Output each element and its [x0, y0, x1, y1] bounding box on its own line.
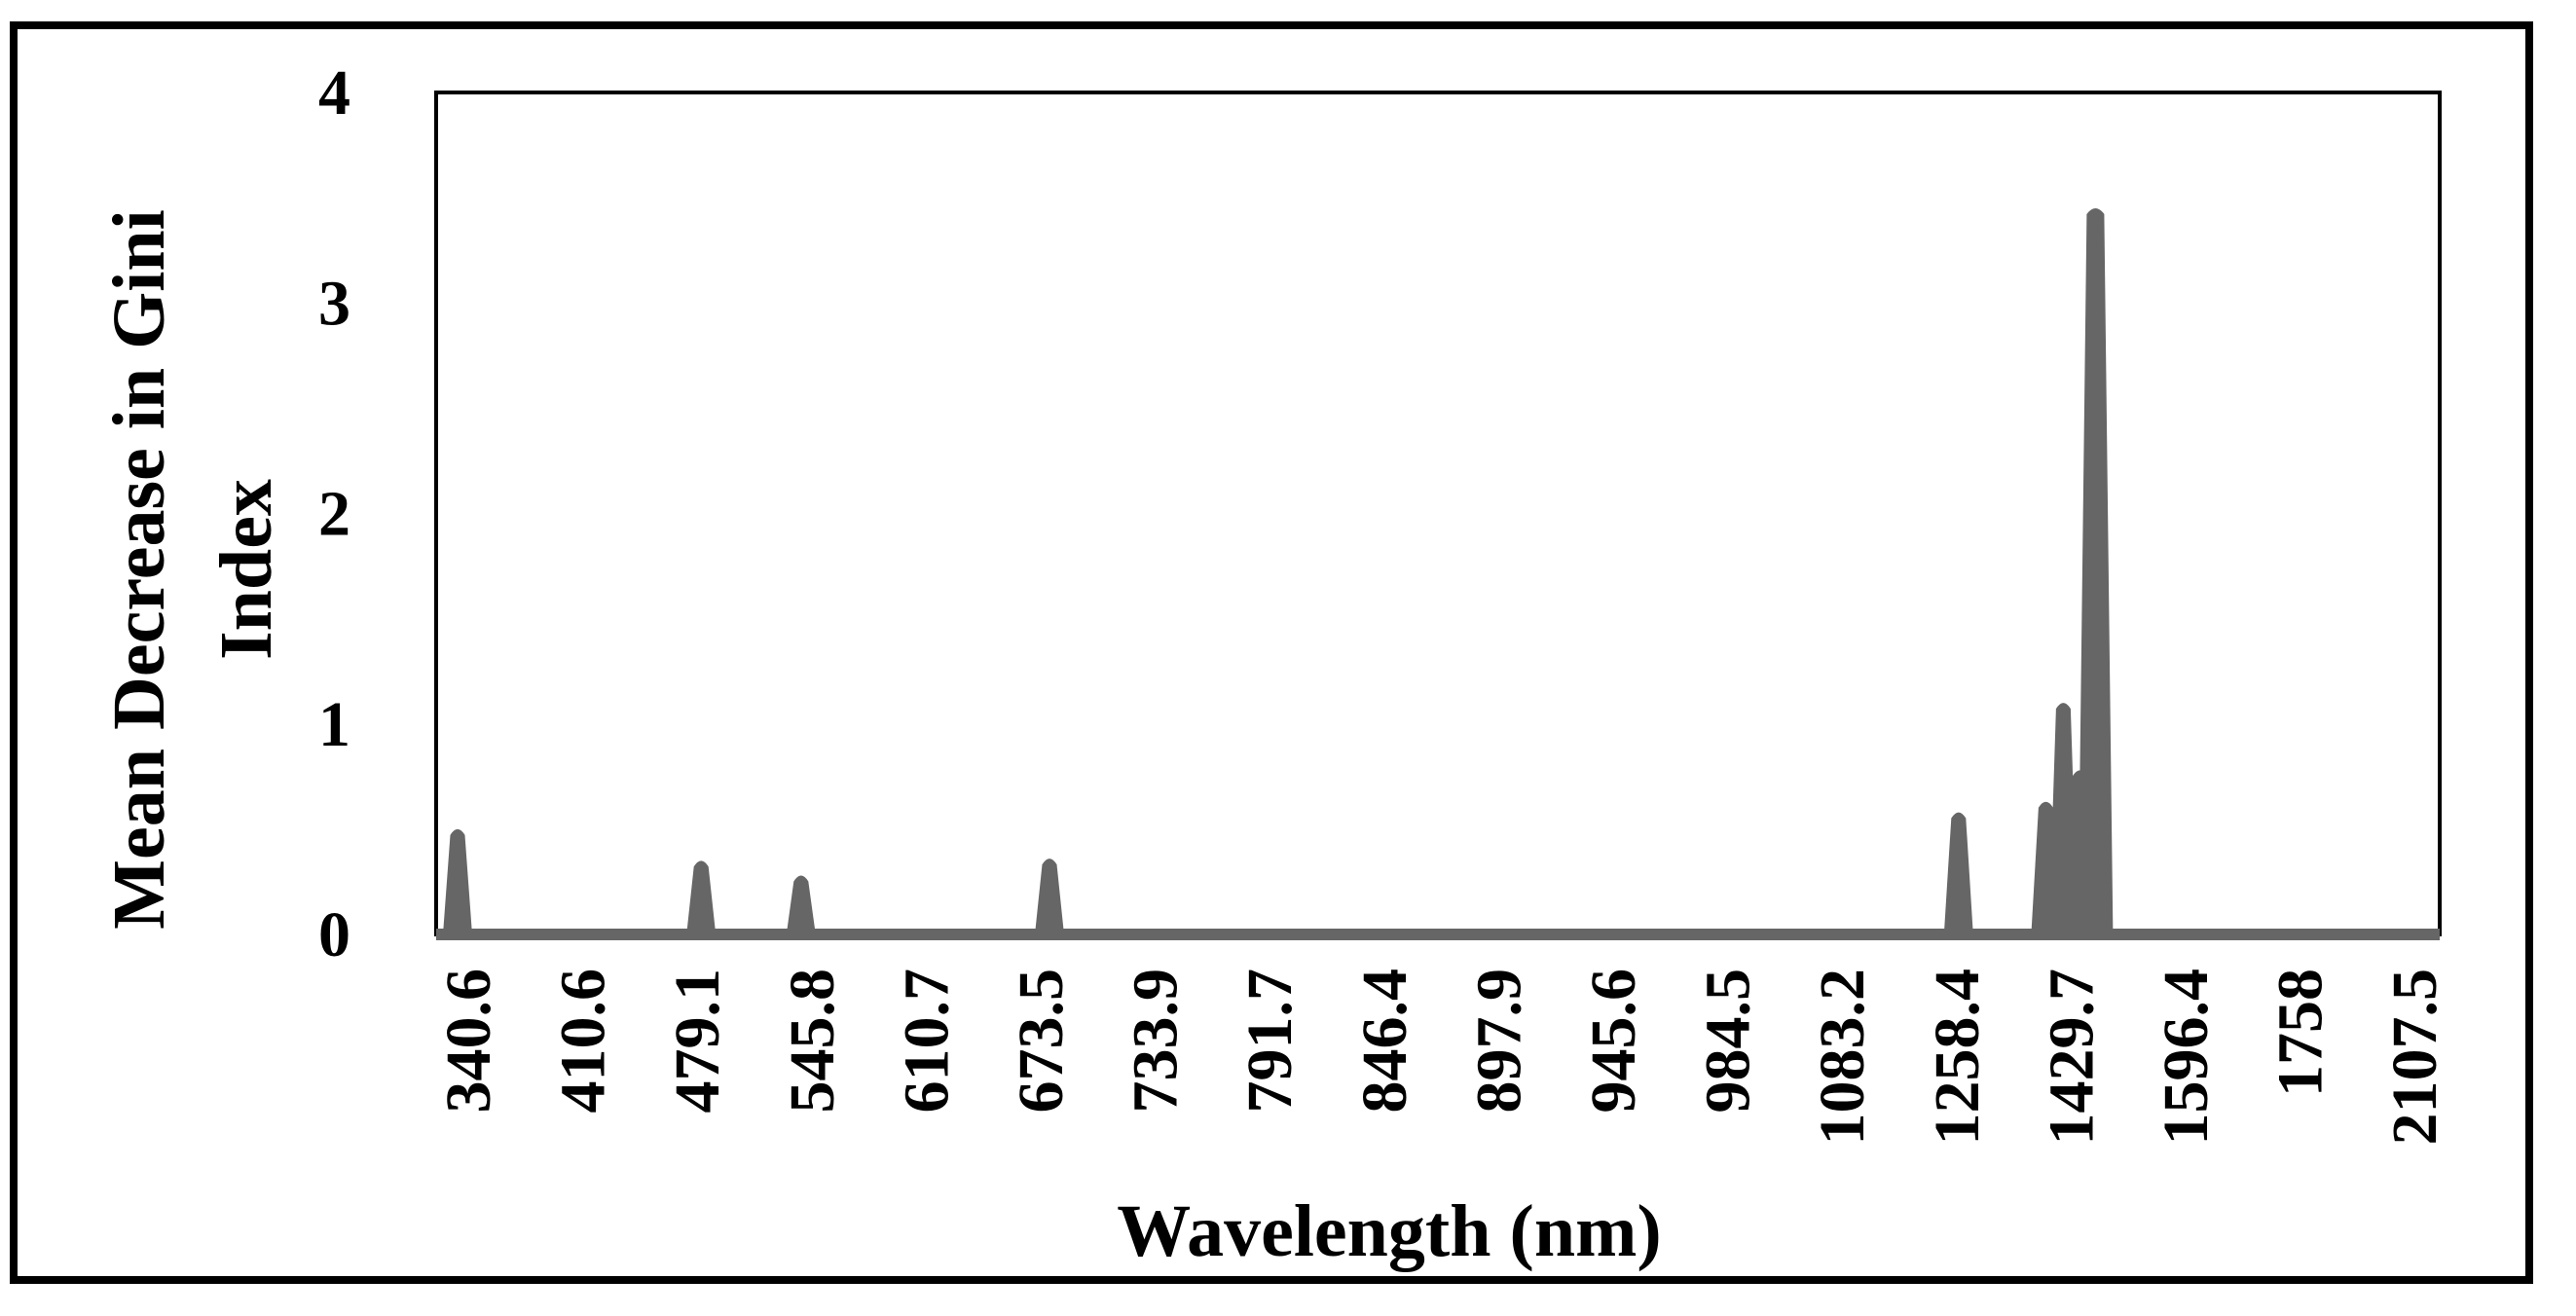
y-tick-label: 1: [318, 689, 350, 760]
y-tick-label: 4: [318, 57, 350, 128]
series-peak: [786, 875, 816, 934]
series-peak: [686, 860, 717, 934]
y-tick-label: 2: [318, 479, 350, 550]
x-tick-labels: 340.6 410.6 479.1 545.8 610.7 673.5 733.9 791.7…: [433, 969, 2450, 1146]
data-series: [443, 207, 2114, 934]
series-peak: [1943, 812, 1973, 934]
x-tick-label: 1758: [2265, 969, 2337, 1097]
y-tick-label: 0: [318, 899, 350, 970]
x-tick-label: 673.5: [1006, 969, 1077, 1114]
x-tick-label: 846.4: [1349, 969, 1420, 1114]
x-tick-label: 897.9: [1463, 969, 1534, 1114]
y-tick-labels: 0 1 2 3 4: [318, 57, 350, 970]
x-tick-label: 610.7: [891, 969, 962, 1114]
x-tick-label: 733.9: [1121, 969, 1192, 1114]
x-tick-label: 791.7: [1234, 969, 1306, 1114]
y-axis-title-line-1: Mean Decrease in Gini: [98, 209, 180, 929]
series-peak: [443, 828, 472, 934]
x-tick-label: 1596.4: [2151, 969, 2222, 1146]
series-peak: [2078, 207, 2114, 934]
x-tick-label: 2107.5: [2379, 969, 2450, 1146]
x-axis-title: Wavelength (nm): [1117, 1190, 1661, 1272]
x-tick-label: 1429.7: [2036, 969, 2107, 1146]
x-tick-label: 545.8: [777, 969, 848, 1114]
x-tick-label: 410.6: [548, 969, 619, 1114]
y-tick-label: 3: [318, 268, 350, 339]
series-peak: [1035, 859, 1064, 934]
x-tick-label: 984.5: [1693, 969, 1764, 1114]
y-axis-title: Mean Decrease in Gini Index: [98, 209, 287, 929]
plot-area: [434, 91, 2442, 936]
x-tick-label: 945.6: [1578, 969, 1649, 1114]
x-tick-label: 1083.2: [1807, 969, 1878, 1146]
x-tick-label: 340.6: [433, 969, 504, 1114]
x-tick-label: 479.1: [662, 969, 733, 1114]
y-axis-title-line-2: Index: [205, 479, 287, 660]
x-tick-label: 1258.4: [1922, 969, 1993, 1146]
